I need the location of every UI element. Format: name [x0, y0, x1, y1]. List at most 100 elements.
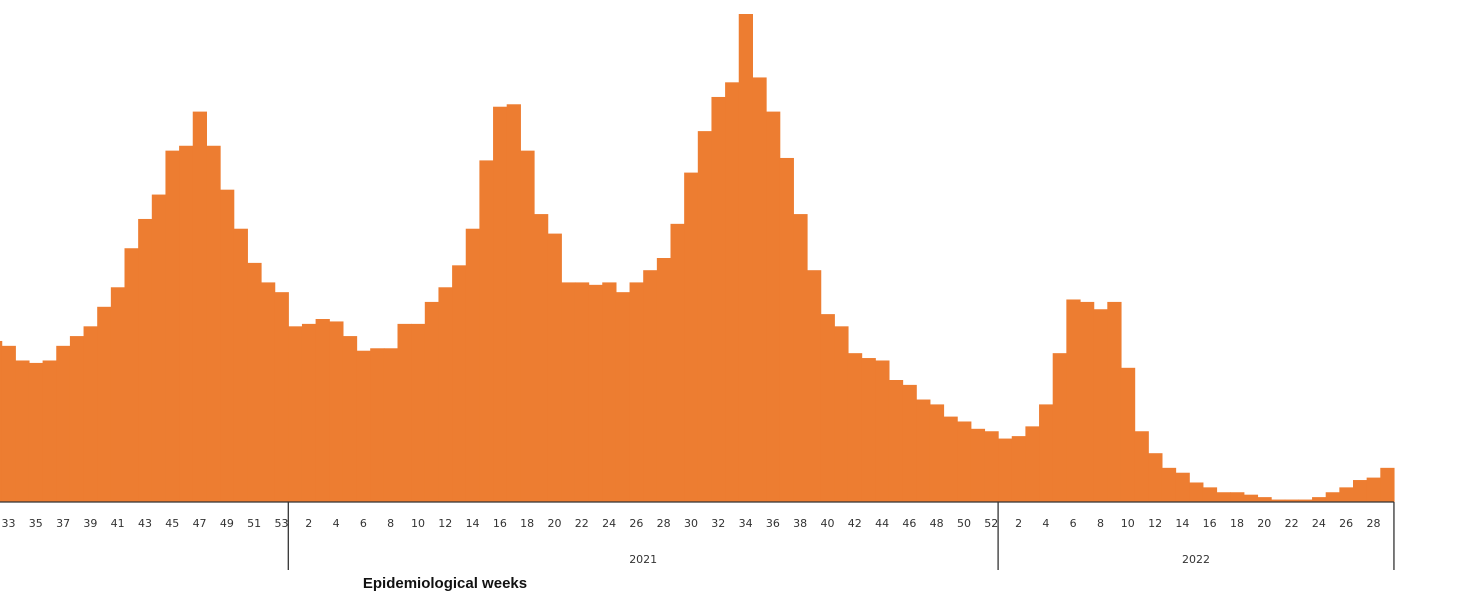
x-tick-label: 37: [56, 517, 70, 530]
x-tick-label: 10: [411, 517, 425, 530]
bar-week-72: [970, 428, 986, 502]
x-tick-label: 2: [1015, 517, 1022, 530]
bar-week-11: [138, 218, 153, 502]
bar-week-99: [1339, 487, 1354, 502]
bar-week-21: [274, 292, 289, 502]
x-tick-label: 28: [1366, 517, 1380, 530]
bar-week-75: [1011, 436, 1026, 502]
bar-week-89: [1202, 487, 1218, 502]
x-tick-label: 4: [333, 517, 340, 530]
bar-week-41: [547, 233, 562, 502]
bar-week-33: [438, 287, 453, 502]
x-tick-label: 18: [1230, 517, 1244, 530]
bar-week-82: [1107, 301, 1122, 502]
x-tick-label: 8: [387, 517, 394, 530]
bar-week-77: [1039, 404, 1054, 502]
bar-week-27: [356, 350, 371, 502]
bar-week-37: [493, 106, 508, 502]
bar-week-66: [888, 380, 904, 502]
x-tick-label: 48: [930, 517, 944, 530]
x-tick-label: 35: [29, 517, 43, 530]
x-tick-label: 34: [739, 517, 753, 530]
bar-week-28: [370, 348, 385, 502]
bar-week-19: [247, 262, 262, 502]
x-tick-label: 16: [1203, 517, 1217, 530]
x-tick-label: 6: [1070, 517, 1077, 530]
bar-week-34: [452, 265, 467, 502]
bar-week-52: [697, 131, 713, 502]
bar-week-2: [15, 360, 30, 502]
bar-week-38: [506, 104, 521, 502]
bar-week-85: [1148, 453, 1163, 502]
bar-week-87: [1175, 472, 1190, 502]
bar-week-24: [315, 319, 330, 502]
x-tick-label: 8: [1097, 517, 1104, 530]
bar-week-31: [411, 323, 426, 502]
bar-week-60: [807, 270, 822, 502]
bar-week-6: [69, 336, 85, 502]
x-tick-label: 30: [684, 517, 698, 530]
bar-week-44: [588, 284, 603, 502]
year-label-2022: 2022: [1182, 553, 1210, 566]
x-tick-label: 32: [711, 517, 725, 530]
bar-week-93: [1257, 497, 1272, 502]
bar-week-79: [1066, 299, 1081, 502]
x-tick-label: 16: [493, 517, 507, 530]
bar-week-4: [42, 360, 57, 502]
bar-week-96: [1298, 499, 1313, 502]
bar-week-54: [725, 82, 740, 502]
bar-week-78: [1052, 353, 1067, 502]
bar-week-29: [383, 348, 399, 502]
bar-week-88: [1189, 482, 1204, 502]
x-tick-label: 42: [848, 517, 862, 530]
x-axis: 33 35 37 39 41 43 45 47 49 51 53 2 4 6 8 10 12 14 16 18 20 22…: [0, 501, 1395, 570]
bar-week-81: [1093, 309, 1108, 502]
bar-week-12: [151, 194, 167, 502]
x-tick-label: 2: [305, 517, 312, 530]
x-tick-label: 20: [1257, 517, 1271, 530]
x-tick-label: 22: [1285, 517, 1299, 530]
x-tick-label: 18: [520, 517, 534, 530]
bar-week-0: [0, 340, 3, 502]
bars-layer: [0, 14, 1395, 503]
bar-week-90: [1216, 492, 1231, 502]
bar-week-14: [179, 145, 194, 502]
bar-week-73: [984, 431, 999, 502]
bar-week-100: [1353, 480, 1368, 502]
x-tick-label: 53: [274, 517, 288, 530]
x-tick-label: 51: [247, 517, 261, 530]
bar-week-61: [820, 314, 835, 502]
bar-week-13: [165, 150, 180, 502]
bar-week-5: [56, 345, 71, 502]
bar-week-32: [424, 301, 440, 502]
x-tick-label: 26: [629, 517, 643, 530]
bar-week-9: [110, 287, 126, 502]
year-label-2021: 2021: [629, 553, 657, 566]
bar-week-101: [1366, 477, 1381, 502]
x-tick-label: 14: [1175, 517, 1189, 530]
bar-week-91: [1230, 492, 1245, 502]
x-tick-label: 20: [547, 517, 561, 530]
bar-week-36: [479, 160, 494, 502]
x-tick-label: 39: [83, 517, 97, 530]
bar-week-94: [1271, 499, 1286, 502]
bar-week-86: [1161, 467, 1177, 502]
x-tick-label: 46: [902, 517, 916, 530]
bar-week-8: [97, 306, 112, 502]
x-tick-label: 24: [1312, 517, 1326, 530]
x-tick-label: 45: [165, 517, 179, 530]
bar-week-84: [1134, 431, 1149, 502]
bar-week-69: [929, 404, 945, 502]
bar-week-57: [766, 111, 781, 502]
x-tick-label: 33: [1, 517, 15, 530]
bar-week-97: [1312, 497, 1327, 502]
bar-week-23: [301, 323, 317, 502]
bar-week-17: [220, 189, 235, 502]
x-tick-label: 41: [111, 517, 125, 530]
x-tick-label: 6: [360, 517, 367, 530]
bar-week-50: [670, 223, 685, 502]
bar-week-102: [1380, 467, 1395, 502]
bar-week-10: [124, 248, 139, 502]
bar-week-64: [861, 358, 876, 502]
x-tick-label: 12: [1148, 517, 1162, 530]
